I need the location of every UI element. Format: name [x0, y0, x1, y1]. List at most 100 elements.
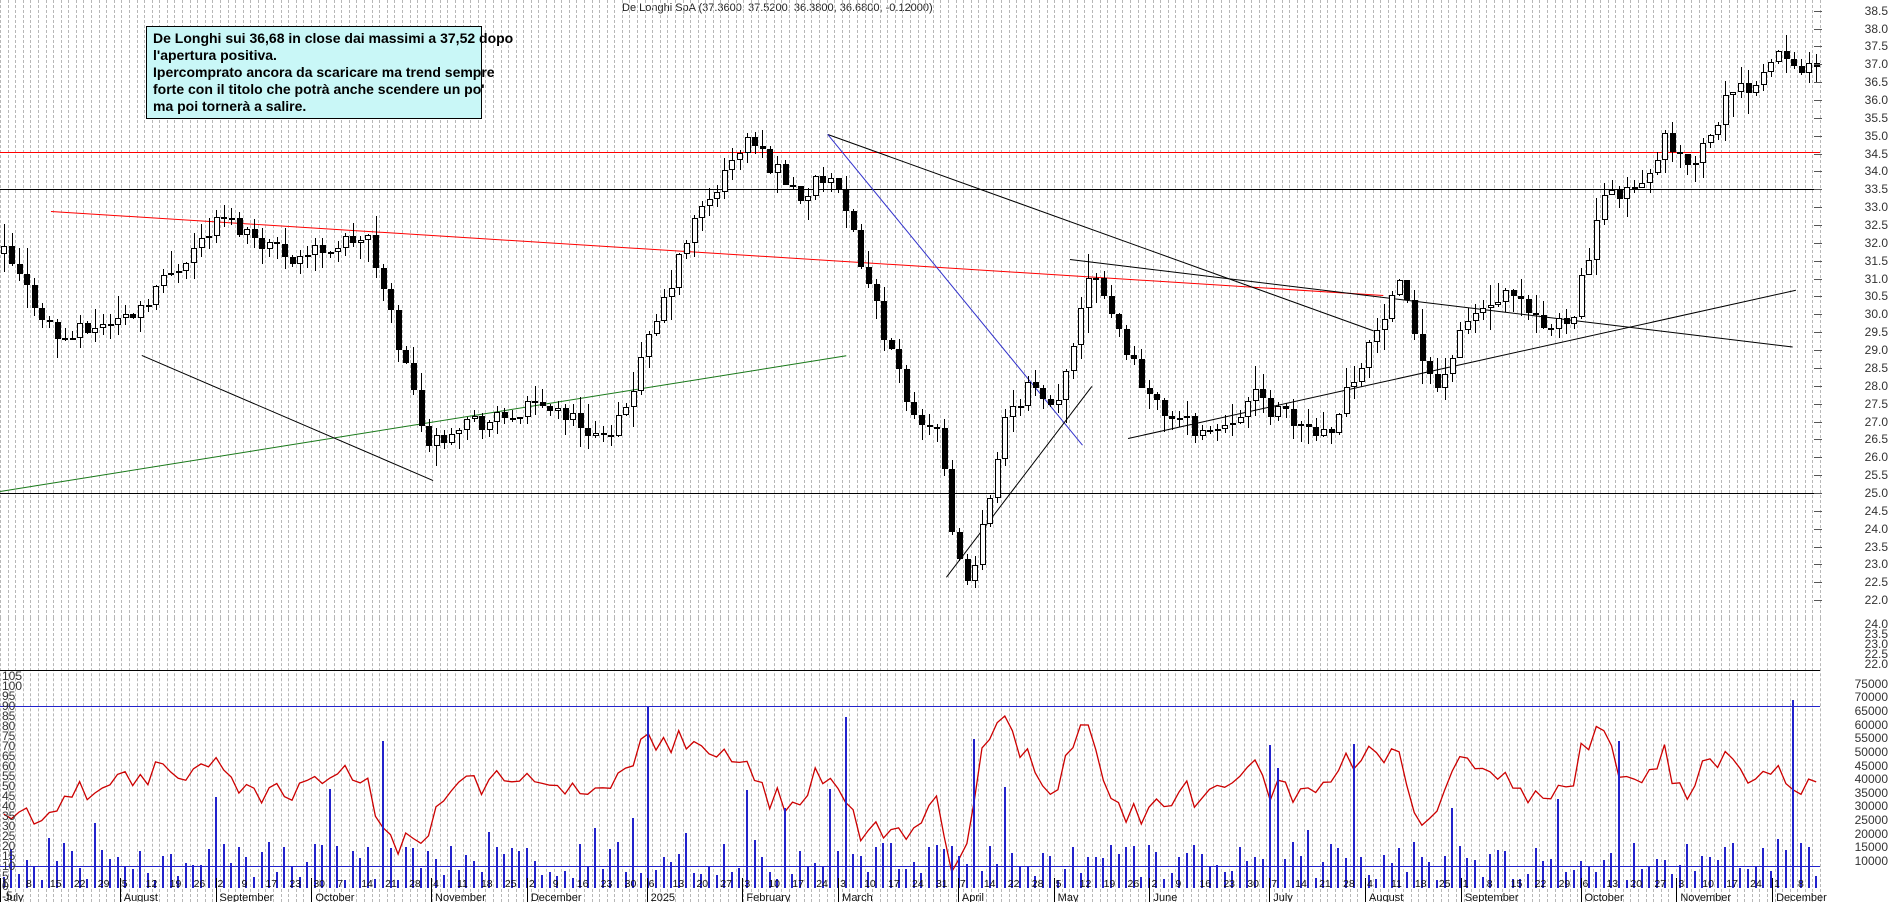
gridline-vertical [546, 0, 547, 618]
volume-bar[interactable] [829, 789, 831, 888]
gridline-vertical [61, 0, 62, 618]
day-tick-label: 16 [1199, 878, 1211, 890]
price-axis-tick-label: 27.5 [1865, 397, 1888, 411]
price-axis-tick [1814, 136, 1822, 137]
month-label: November [435, 892, 486, 902]
gridline-vertical [1638, 0, 1639, 618]
gridline-vertical [766, 0, 767, 618]
volume-bar[interactable] [1269, 745, 1271, 888]
price-axis-tick-label: 26.5 [1865, 432, 1888, 446]
day-tick-label: 8 [26, 878, 32, 890]
day-tick-label: 17 [265, 878, 277, 890]
gridline-vertical [1266, 0, 1267, 618]
day-tick-label: 3 [840, 878, 846, 890]
volume-axis-tick-label: 15000 [1855, 840, 1888, 854]
gridline-vertical [1183, 0, 1184, 618]
gridline-vertical [1721, 0, 1722, 618]
gridline-vertical [1615, 0, 1616, 618]
gridline-vertical [1304, 0, 1305, 618]
gridline-vertical [690, 0, 691, 618]
day-tick-label: 7 [337, 878, 343, 890]
gridline-vertical [592, 0, 593, 618]
gridline-vertical [743, 0, 744, 618]
day-tick-label: 4 [1367, 878, 1373, 890]
gridline-vertical [576, 0, 577, 618]
day-tick-label: 24 [816, 878, 828, 890]
gridline-vertical [956, 0, 957, 618]
month-label: December [1776, 892, 1827, 902]
price-axis-tick-label: 24.5 [1865, 504, 1888, 518]
volume-axis-tick-label: 60000 [1855, 718, 1888, 732]
volume-bar[interactable] [382, 741, 384, 889]
price-axis-tick-label: 37.0 [1865, 57, 1888, 71]
gridline-vertical [1175, 0, 1176, 618]
day-tick-label: 26 [194, 878, 206, 890]
day-tick-label: 25 [1439, 878, 1451, 890]
price-axis-tick [1814, 475, 1822, 476]
gridline-vertical [1426, 0, 1427, 618]
gridline-vertical [1115, 0, 1116, 618]
gridline-vertical [675, 0, 676, 618]
gridline-vertical [1244, 0, 1245, 618]
price-axis-tick-label: 22.0 [1865, 593, 1888, 607]
gridline-vertical [99, 0, 100, 618]
volume-bar[interactable] [1451, 808, 1453, 888]
day-tick-label: 2 [218, 878, 224, 890]
gridline-vertical [1062, 0, 1063, 618]
gridline-vertical [1403, 0, 1404, 618]
volume-axis-tick-label: 20000 [1855, 827, 1888, 841]
gridline-vertical [1547, 0, 1548, 618]
gridline-vertical [114, 0, 115, 618]
gridline-vertical [15, 0, 16, 618]
price-axis-tick [1814, 296, 1822, 297]
gridline-vertical [1775, 0, 1776, 618]
volume-bar[interactable] [647, 706, 649, 888]
gridline-vertical [1259, 0, 1260, 618]
price-axis-tick [1814, 600, 1822, 601]
gridline-vertical [1145, 0, 1146, 618]
gridline-vertical [804, 0, 805, 618]
volume-bar[interactable] [1353, 744, 1355, 888]
volume-bar[interactable] [784, 808, 786, 888]
gridline-vertical [736, 0, 737, 618]
day-tick-label: 27 [720, 878, 732, 890]
volume-bar[interactable] [973, 739, 975, 888]
volume-bar[interactable] [329, 789, 331, 888]
price-axis-tick-label: 23.5 [1865, 540, 1888, 554]
gridline-vertical [1744, 0, 1745, 618]
month-label: September [1465, 892, 1519, 902]
day-tick-label: 13 [673, 878, 685, 890]
volume-axis-tick-label: 55000 [1855, 731, 1888, 745]
gridline-vertical [1797, 0, 1798, 618]
price-axis-tick-label: 25.5 [1865, 468, 1888, 482]
price-axis-tick [1814, 118, 1822, 119]
volume-bar[interactable] [1557, 799, 1559, 888]
gridline-vertical [1047, 0, 1048, 618]
gridline-vertical [1433, 0, 1434, 618]
volume-bar[interactable] [1277, 768, 1279, 888]
gridline-vertical [1805, 0, 1806, 618]
volume-bar[interactable] [1618, 741, 1620, 889]
gridline-vertical [106, 0, 107, 618]
day-tick-label: 22 [74, 878, 86, 890]
day-tick-label: 23 [289, 878, 301, 890]
price-axis-tick-label: 27.0 [1865, 415, 1888, 429]
price-axis-tick-label: 33.0 [1865, 200, 1888, 214]
rsi-line[interactable] [0, 618, 1820, 902]
gridline-vertical [1024, 0, 1025, 618]
volume-bar[interactable] [746, 790, 748, 888]
day-tick-label: 11 [1391, 878, 1402, 890]
price-axis-tick [1814, 511, 1822, 512]
volume-axis-tick-label: 50000 [1855, 745, 1888, 759]
gridline-vertical [1138, 0, 1139, 618]
volume-bar[interactable] [1792, 700, 1794, 888]
gridline-vertical [789, 0, 790, 618]
volume-bar[interactable] [1004, 787, 1006, 889]
day-tick-label: 13 [1606, 878, 1618, 890]
price-axis-tick [1814, 582, 1822, 583]
day-tick-label: 14 [361, 878, 373, 890]
volume-bar[interactable] [845, 717, 847, 888]
gridline-vertical [1555, 0, 1556, 618]
volume-bar[interactable] [215, 797, 217, 888]
gridline-vertical [857, 0, 858, 618]
